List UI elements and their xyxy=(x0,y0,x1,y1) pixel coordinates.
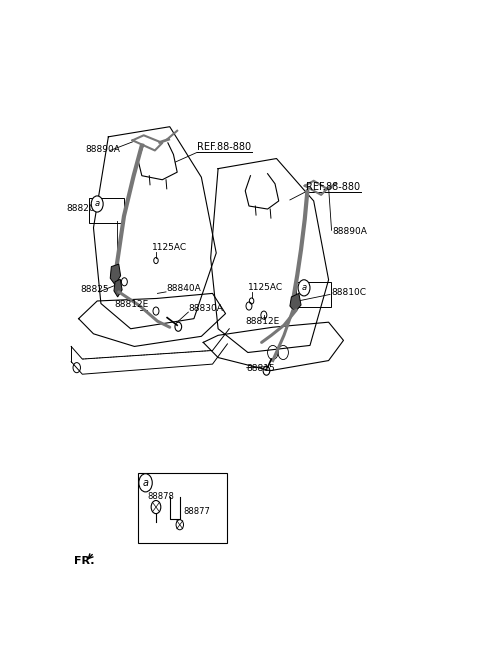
Text: REF.88-880: REF.88-880 xyxy=(305,182,360,192)
Polygon shape xyxy=(110,264,120,285)
Text: a: a xyxy=(301,283,307,293)
Text: 88890A: 88890A xyxy=(332,227,367,236)
Text: 88840A: 88840A xyxy=(166,284,201,293)
Text: REF.88-880: REF.88-880 xyxy=(197,142,251,152)
Text: 1125AC: 1125AC xyxy=(152,243,187,253)
Text: 88877: 88877 xyxy=(183,507,210,516)
Text: 88815: 88815 xyxy=(247,363,276,373)
Text: 88890A: 88890A xyxy=(85,145,120,154)
Polygon shape xyxy=(290,293,301,312)
Text: 1125AC: 1125AC xyxy=(248,283,283,292)
Circle shape xyxy=(139,474,152,492)
Text: 88878: 88878 xyxy=(147,492,174,501)
Text: a: a xyxy=(95,199,100,209)
Text: 88820C: 88820C xyxy=(67,204,102,213)
Text: 88812E: 88812E xyxy=(114,300,148,309)
Polygon shape xyxy=(114,279,122,297)
Text: a: a xyxy=(143,478,149,488)
Text: 88810C: 88810C xyxy=(332,288,367,297)
Text: 88812E: 88812E xyxy=(245,317,279,325)
Circle shape xyxy=(298,279,310,296)
FancyArrowPatch shape xyxy=(88,554,93,558)
Text: 88825: 88825 xyxy=(81,285,109,294)
Bar xyxy=(138,473,228,543)
Text: 88830A: 88830A xyxy=(188,304,223,313)
Text: FR.: FR. xyxy=(74,556,95,565)
Circle shape xyxy=(91,196,103,212)
